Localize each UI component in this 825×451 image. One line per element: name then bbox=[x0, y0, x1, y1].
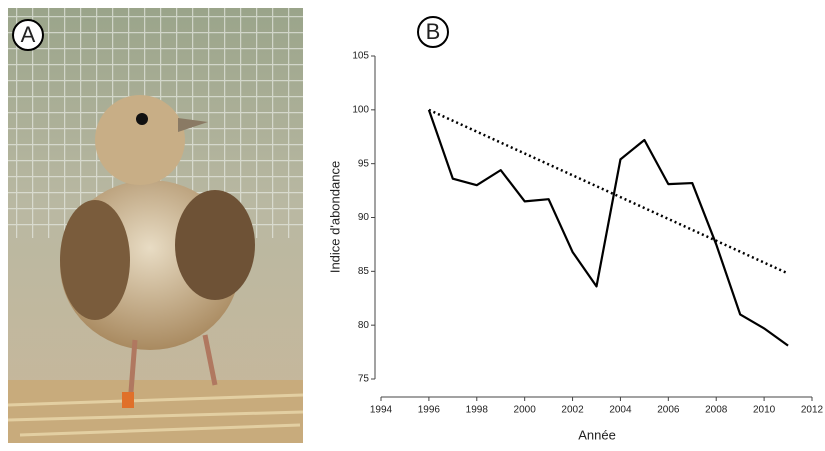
y-axis-label: Indice d'abondance bbox=[327, 161, 342, 273]
photo bbox=[8, 8, 303, 443]
y-tick-label: 85 bbox=[358, 266, 370, 277]
y-tick-label: 100 bbox=[352, 104, 369, 115]
panel-label: A bbox=[21, 22, 36, 47]
x-tick-label: 1996 bbox=[418, 405, 441, 416]
x-tick-label: 2004 bbox=[609, 405, 632, 416]
panel-label: B bbox=[426, 19, 441, 44]
panel-label-a: A bbox=[13, 20, 43, 50]
y-tick-label: 95 bbox=[358, 158, 370, 169]
x-tick-label: 2006 bbox=[657, 405, 680, 416]
y-tick-label: 80 bbox=[358, 320, 370, 331]
panel-label-b: B bbox=[418, 17, 448, 47]
x-tick-label: 1998 bbox=[466, 405, 489, 416]
page: A B Année Indice d'abondance 75 80 85 90 95 1… bbox=[0, 0, 825, 451]
x-tick-label: 2010 bbox=[753, 405, 776, 416]
y-tick-label: 105 bbox=[352, 51, 369, 62]
y-tick-label: 75 bbox=[358, 374, 370, 385]
figure: A B Année Indice d'abondance 75 80 85 90 95 1… bbox=[0, 0, 825, 446]
x-axis-label: Année bbox=[578, 427, 616, 442]
x-tick-label: 1994 bbox=[370, 405, 393, 416]
series-line bbox=[429, 110, 788, 346]
series-line bbox=[429, 110, 788, 274]
x-tick-label: 2012 bbox=[801, 405, 824, 416]
x-tick-label: 2002 bbox=[561, 405, 584, 416]
x-tick-label: 2000 bbox=[514, 405, 537, 416]
y-tick-label: 90 bbox=[358, 212, 370, 223]
x-tick-label: 2008 bbox=[705, 405, 728, 416]
